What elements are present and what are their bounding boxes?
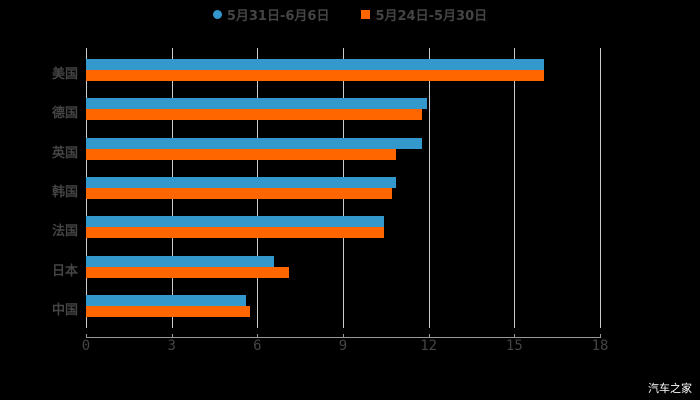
x-tick <box>600 334 601 338</box>
legend-item-series-1[interactable]: 5月31日-6月6日 <box>212 4 330 24</box>
watermark: 汽车之家 <box>648 382 692 395</box>
bar[interactable] <box>86 98 428 110</box>
bar[interactable] <box>86 70 545 81</box>
category-label: 韩国 <box>51 184 78 200</box>
gridline <box>514 48 516 328</box>
x-tick-label: 3 <box>167 338 176 354</box>
x-tick-label: 18 <box>591 338 609 354</box>
category-label: 英国 <box>51 145 78 161</box>
bar[interactable] <box>86 59 545 70</box>
bar[interactable] <box>86 255 275 267</box>
bar[interactable] <box>86 266 289 278</box>
legend-dot-icon <box>212 9 222 19</box>
x-tick <box>343 334 344 338</box>
bar[interactable] <box>86 227 385 239</box>
legend-label: 5月31日-6月6日 <box>226 8 330 24</box>
x-tick <box>514 334 516 338</box>
x-tick <box>86 334 87 338</box>
x-tick-label: 12 <box>420 338 438 354</box>
x-tick-label: 6 <box>253 338 262 354</box>
bar[interactable] <box>86 176 396 188</box>
legend-item-series-2[interactable]: 5月24日-5月30日 <box>361 4 487 24</box>
gridline <box>428 48 430 328</box>
category-label: 美国 <box>51 67 78 82</box>
bar[interactable] <box>86 305 251 317</box>
x-tick <box>257 334 259 338</box>
legend-square-icon <box>361 9 371 19</box>
x-tick-label: 9 <box>338 338 348 354</box>
x-tick-label: 0 <box>81 338 91 354</box>
bar[interactable] <box>86 216 385 228</box>
gridline <box>600 48 601 328</box>
bar[interactable] <box>86 109 422 121</box>
bar[interactable] <box>86 137 422 149</box>
x-tick <box>171 334 173 338</box>
bar[interactable] <box>86 148 396 160</box>
legend-label: 5月24日-5月30日 <box>375 8 488 24</box>
x-tick-label: 15 <box>505 338 523 354</box>
category-label: 日本 <box>51 263 78 279</box>
category-label: 中国 <box>51 302 78 318</box>
category-label: 德国 <box>51 106 78 122</box>
bar[interactable] <box>86 187 392 199</box>
legend: 5月31日-6月6日 5月24日-5月30日 <box>0 4 700 24</box>
x-tick <box>428 334 430 338</box>
category-label: 法国 <box>51 224 78 240</box>
bar[interactable] <box>86 294 246 306</box>
